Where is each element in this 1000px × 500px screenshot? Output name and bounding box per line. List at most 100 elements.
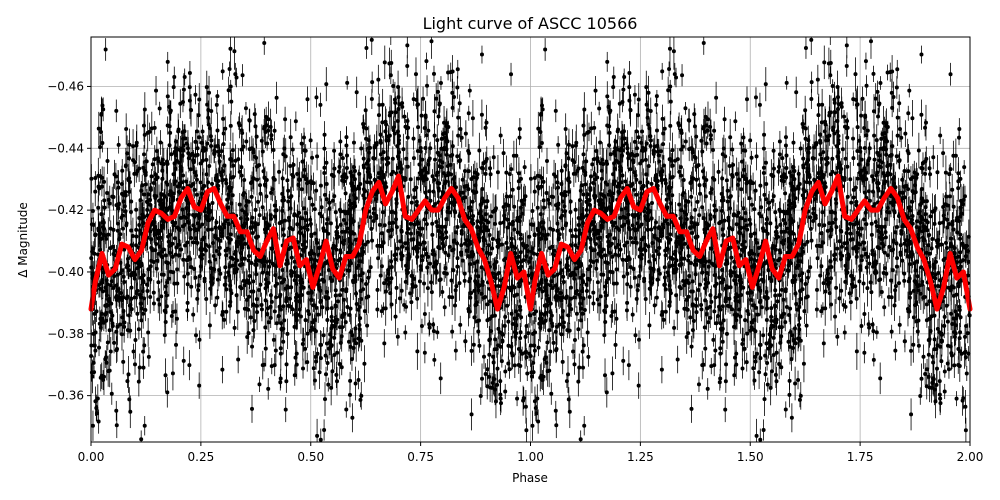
data-point (334, 372, 339, 377)
data-point (954, 396, 959, 401)
data-point (455, 256, 460, 261)
data-point (748, 222, 753, 227)
data-point (187, 85, 192, 90)
data-point (311, 366, 316, 371)
data-point (438, 376, 443, 381)
data-point (927, 233, 932, 238)
data-point (732, 373, 737, 378)
data-point (931, 155, 936, 160)
data-point (872, 157, 877, 162)
data-point (874, 138, 879, 143)
data-point (197, 337, 202, 342)
data-point (429, 39, 434, 44)
data-point (393, 314, 398, 319)
data-point (906, 111, 911, 116)
data-point (532, 348, 537, 353)
data-point (869, 290, 874, 295)
data-point (351, 140, 356, 145)
data-point (900, 177, 905, 182)
data-point (286, 188, 291, 193)
data-point (725, 188, 730, 193)
data-point (761, 333, 766, 338)
data-point (916, 343, 921, 348)
data-point (120, 168, 125, 173)
data-point (493, 337, 498, 342)
data-point (763, 160, 768, 165)
data-point (855, 176, 860, 181)
data-point (147, 129, 152, 134)
data-point (429, 290, 434, 295)
data-point (251, 328, 256, 333)
data-point (639, 140, 644, 145)
data-point (487, 352, 492, 357)
data-point (654, 94, 659, 99)
data-point (882, 224, 887, 229)
data-point (849, 200, 854, 205)
data-point (292, 270, 297, 275)
data-point (396, 95, 401, 100)
data-point (893, 284, 898, 289)
data-point (784, 175, 789, 180)
data-point (598, 140, 603, 145)
data-point (864, 83, 869, 88)
data-point (823, 122, 828, 127)
data-point (506, 343, 511, 348)
data-point (443, 250, 448, 255)
data-point (568, 228, 573, 233)
data-point (916, 318, 921, 323)
data-point (947, 221, 952, 226)
data-point (420, 254, 425, 259)
data-point (491, 155, 496, 160)
data-point (197, 135, 202, 140)
data-point (576, 327, 581, 332)
data-point (660, 69, 665, 74)
data-point (221, 142, 226, 147)
data-point (864, 133, 869, 138)
data-point (604, 390, 609, 395)
data-point (701, 169, 706, 174)
data-point (119, 332, 124, 337)
data-point (614, 225, 619, 230)
data-point (89, 222, 94, 227)
data-point (842, 114, 847, 119)
data-point (752, 258, 757, 263)
data-point (292, 324, 297, 329)
data-point (262, 182, 267, 187)
data-point (273, 348, 278, 353)
data-point (263, 346, 268, 351)
data-point (637, 337, 642, 342)
data-point (171, 85, 176, 90)
data-point (945, 319, 950, 324)
data-point (943, 240, 948, 245)
data-point (308, 222, 313, 227)
data-point (394, 217, 399, 222)
data-point (649, 181, 654, 186)
data-point (115, 272, 120, 277)
data-point (455, 85, 460, 90)
data-point (749, 155, 754, 160)
data-point (354, 291, 359, 296)
data-point (313, 258, 318, 263)
data-point (175, 267, 180, 272)
data-point (855, 125, 860, 130)
data-point (763, 82, 768, 87)
data-point (271, 337, 276, 342)
data-point (428, 261, 433, 266)
data-point (878, 376, 883, 381)
data-point (278, 346, 283, 351)
data-point (324, 221, 329, 226)
data-point (229, 99, 234, 104)
data-point (687, 147, 692, 152)
data-point (114, 108, 119, 113)
data-point (667, 66, 672, 71)
data-point (537, 248, 542, 253)
data-point (626, 363, 631, 368)
data-point (653, 173, 658, 178)
data-point (625, 240, 630, 245)
data-point (386, 271, 391, 276)
data-point (301, 366, 306, 371)
data-point (431, 71, 436, 76)
data-point (267, 223, 272, 228)
data-point (210, 181, 215, 186)
